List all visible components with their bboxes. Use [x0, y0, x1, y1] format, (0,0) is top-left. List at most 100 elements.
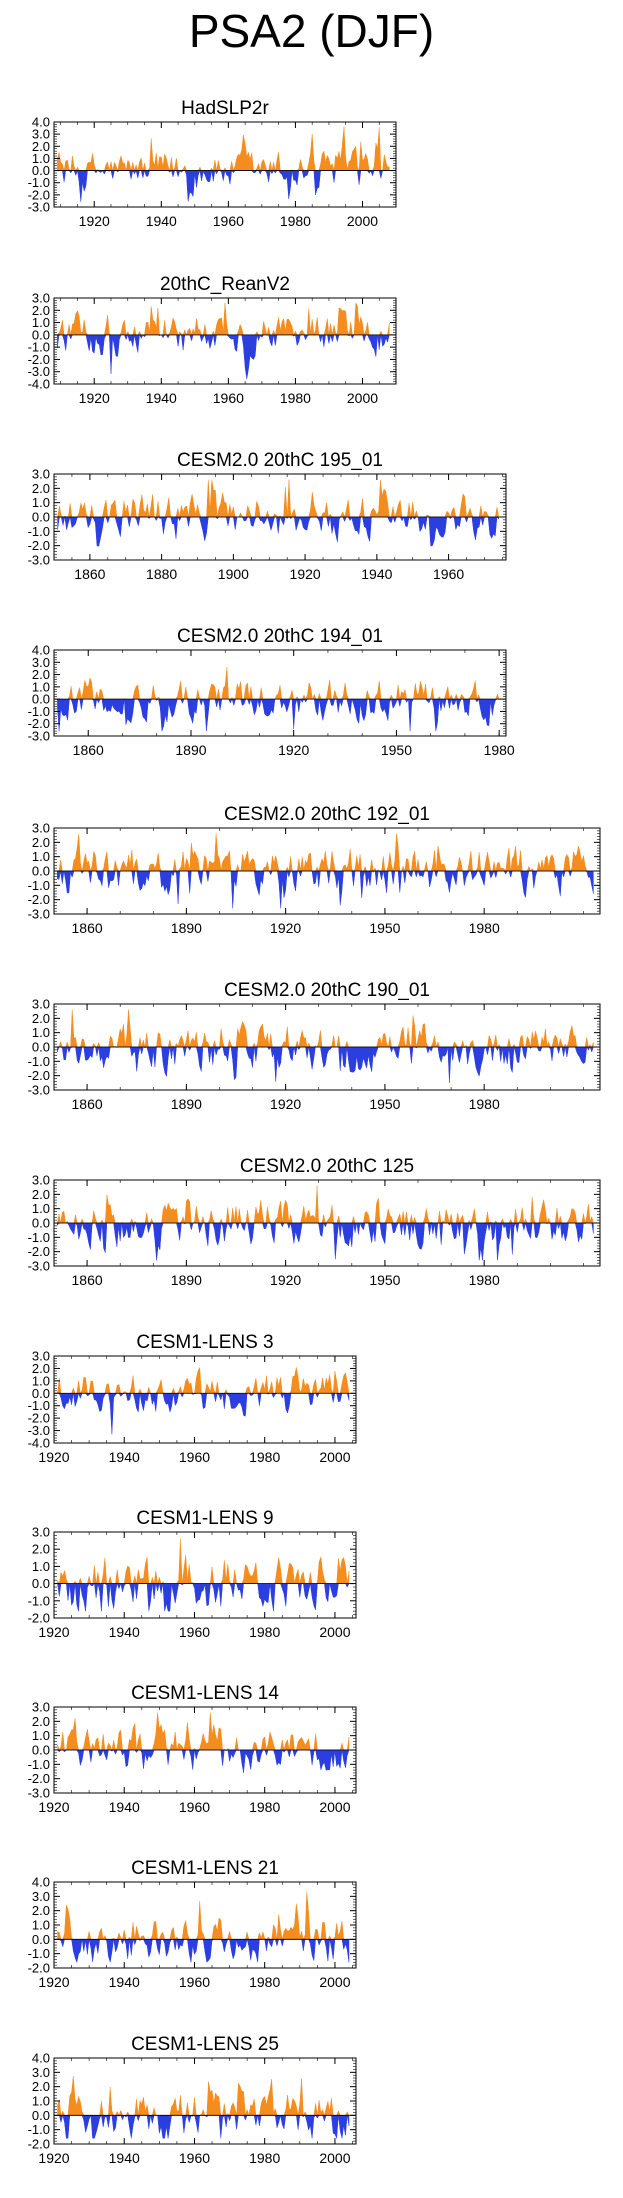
x-tick-label: 1940: [146, 213, 177, 229]
negative-area: [56, 1392, 350, 1435]
chart-panel-8: CESM1-LENS 3 3.02.01.00.0-1.0-2.0-3.0-4.0…: [28, 1332, 357, 1465]
y-tick-label: -3.0: [28, 200, 50, 215]
x-tick-label: 1940: [109, 1624, 140, 1640]
negative-area: [57, 2114, 350, 2139]
x-tick-label: 1940: [109, 1449, 140, 1465]
plot-frame: [53, 1531, 357, 1619]
plot-frame: [53, 1881, 357, 1969]
y-tick-label: 1.0: [32, 1201, 50, 1216]
panel-title: CESM2.0 20thC 125: [240, 1156, 414, 1177]
negative-area: [56, 169, 390, 202]
y-tick-label: -2.0: [28, 1961, 50, 1976]
panel-title: HadSLP2r: [181, 98, 269, 119]
positive-area: [56, 667, 500, 701]
positive-area: [57, 2075, 350, 2117]
chart-panel-12: CESM1-LENS 25 4.03.02.01.00.0-1.0-2.01920…: [28, 2034, 357, 2166]
x-tick-label: 1890: [171, 1272, 202, 1288]
negative-area: [56, 1749, 350, 1773]
y-tick-label: -1.0: [28, 704, 50, 719]
y-tick-label: 0.0: [32, 2108, 50, 2123]
y-tick-label: 1.0: [32, 849, 50, 864]
x-tick-label: 1920: [38, 1624, 69, 1640]
x-tick-label: 1860: [72, 920, 103, 936]
y-tick-label: 1.0: [32, 1025, 50, 1040]
panel-title: CESM1-LENS 14: [131, 1683, 279, 1704]
x-tick-label: 2000: [319, 1974, 350, 1990]
x-tick-label: 1950: [369, 920, 400, 936]
y-tick-label: 2.0: [32, 1714, 50, 1729]
y-tick-label: 3.0: [32, 997, 50, 1012]
y-tick-label: -1.0: [28, 340, 50, 355]
negative-area: [57, 698, 500, 732]
positive-area: [56, 1185, 594, 1224]
x-tick-label: 1920: [270, 1096, 301, 1112]
positive-area: [57, 1712, 350, 1751]
x-tick-label: 1920: [290, 566, 321, 582]
y-tick-label: 2.0: [32, 1903, 50, 1918]
y-tick-label: -2.0: [28, 892, 50, 907]
plot-frame: [53, 1355, 357, 1444]
plot-frame: [53, 297, 397, 385]
y-tick-label: -3.0: [28, 907, 50, 922]
panel-title: CESM2.0 20thC 190_01: [224, 980, 430, 1001]
x-tick-label: 1980: [469, 920, 500, 936]
plot-frame: [53, 121, 397, 208]
y-tick-label: 2.0: [32, 1187, 50, 1202]
panel-title: 20thC_ReanV2: [160, 274, 290, 295]
y-tick-label: 2.0: [32, 835, 50, 850]
x-tick-label: 1940: [146, 390, 177, 406]
y-tick-label: 3.0: [32, 1700, 50, 1715]
y-tick-label: 0.0: [32, 1576, 50, 1591]
positive-area: [57, 1891, 350, 1941]
chart-panel-1: HadSLP2r 4.03.02.01.00.0-1.0-2.0-3.0 1920 1…: [28, 98, 397, 229]
x-tick-label: 1890: [171, 920, 202, 936]
y-tick-label: -2.0: [28, 1611, 50, 1626]
panel-title: CESM1-LENS 25: [131, 2034, 279, 2055]
x-tick-label: 1980: [469, 1272, 500, 1288]
y-tick-label: 0.0: [32, 163, 50, 178]
y-tick-label: 3.0: [32, 1525, 50, 1540]
y-tick-label: 0.0: [32, 864, 50, 879]
x-tick-label: 1980: [280, 213, 311, 229]
x-tick-label: 1890: [175, 742, 206, 758]
x-tick-label: 1890: [171, 1096, 202, 1112]
y-tick-label: -1.0: [28, 2122, 50, 2137]
y-tick-label: -3.0: [28, 1259, 50, 1274]
x-tick-label: 1960: [179, 1974, 210, 1990]
y-tick-label: 0.0: [32, 1932, 50, 1947]
y-tick-label: 1.0: [32, 1373, 50, 1388]
y-tick-label: -3.0: [28, 1083, 50, 1098]
y-tick-label: -3.0: [28, 364, 50, 379]
y-tick-label: 1.0: [32, 495, 50, 510]
y-tick-label: -3.0: [28, 729, 50, 744]
negative-area: [57, 1046, 594, 1083]
positive-area: [57, 479, 500, 518]
x-tick-label: 1980: [249, 2150, 280, 2166]
x-tick-label: 1940: [361, 566, 392, 582]
chart-panel-3: CESM2.0 20thC 195_01 3.02.01.00.0-1.0-2.0…: [28, 450, 507, 582]
negative-area: [57, 1938, 350, 1964]
y-tick-label: -1.0: [28, 524, 50, 539]
y-tick-label: 1.0: [32, 315, 50, 330]
x-tick-label: 1920: [79, 390, 110, 406]
negative-area: [57, 1582, 350, 1612]
y-tick-label: -3.0: [28, 1423, 50, 1438]
x-tick-label: 1860: [73, 742, 104, 758]
x-tick-label: 1950: [381, 742, 412, 758]
x-tick-label: 1980: [280, 390, 311, 406]
y-tick-label: -1.0: [28, 175, 50, 190]
x-tick-label: 1920: [38, 1974, 69, 1990]
y-tick-label: -2.0: [28, 1244, 50, 1259]
y-tick-label: 3.0: [32, 127, 50, 142]
y-tick-label: -2.0: [28, 1411, 50, 1426]
x-tick-label: 1940: [109, 2150, 140, 2166]
y-tick-label: 3.0: [32, 655, 50, 670]
x-tick-label: 1980: [249, 1449, 280, 1465]
x-tick-label: 2000: [319, 1449, 350, 1465]
y-tick-label: 2.0: [32, 303, 50, 318]
x-tick-label: 1960: [433, 566, 464, 582]
chart-panel-5: CESM2.0 20thC 192_01 3.02.01.00.0-1.0-2.0…: [28, 804, 601, 936]
chart-panel-4: CESM2.0 20thC 194_014.03.02.01.00.0-1.0-…: [28, 626, 515, 758]
y-tick-label: -1.0: [28, 1054, 50, 1069]
figure-title: PSA2 (DJF): [188, 5, 435, 57]
